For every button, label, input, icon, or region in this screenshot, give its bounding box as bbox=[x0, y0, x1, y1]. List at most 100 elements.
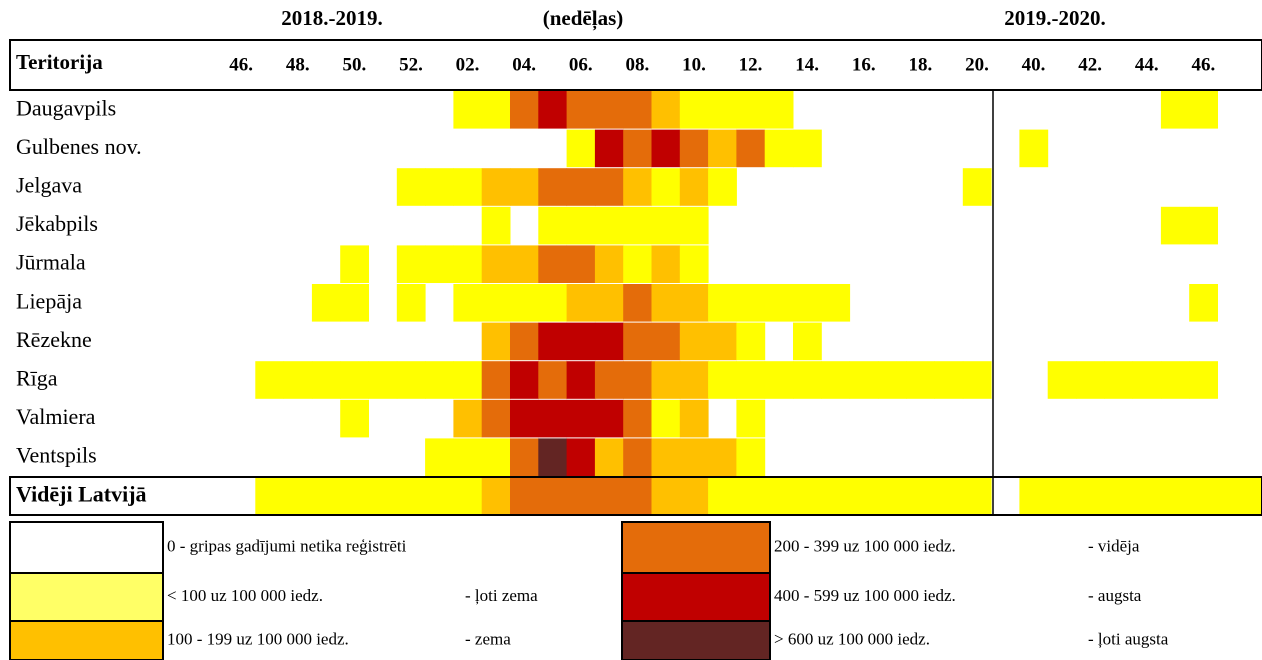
legend-range: 200 - 399 uz 100 000 iedz. bbox=[774, 536, 956, 555]
cell bbox=[340, 361, 369, 399]
cell bbox=[566, 129, 596, 168]
cell bbox=[510, 477, 539, 515]
cell bbox=[679, 245, 709, 283]
cell bbox=[651, 91, 681, 129]
cell bbox=[679, 438, 709, 476]
week-label: 10. bbox=[682, 54, 706, 75]
cell bbox=[651, 168, 681, 206]
week-label: 12. bbox=[739, 54, 763, 75]
cell bbox=[481, 206, 511, 245]
cell bbox=[311, 361, 341, 399]
cell bbox=[566, 245, 596, 283]
cell bbox=[594, 206, 624, 245]
cell bbox=[1189, 91, 1218, 129]
cell bbox=[1189, 477, 1218, 515]
cell bbox=[283, 477, 313, 515]
legend-range: > 600 uz 100 000 iedz. bbox=[774, 629, 930, 648]
cell bbox=[481, 168, 511, 206]
legend-swatch bbox=[9, 620, 164, 660]
legend-range: 400 - 599 uz 100 000 iedz. bbox=[774, 586, 956, 605]
cell bbox=[368, 361, 398, 399]
cell bbox=[453, 91, 483, 129]
cell bbox=[651, 129, 681, 168]
cell bbox=[764, 129, 794, 168]
cell bbox=[538, 91, 568, 129]
cell bbox=[594, 284, 624, 322]
cell bbox=[623, 129, 652, 168]
cell bbox=[481, 284, 511, 322]
cell bbox=[651, 438, 681, 476]
cell bbox=[1189, 284, 1218, 322]
cell bbox=[396, 284, 426, 322]
cell bbox=[538, 399, 568, 438]
cell bbox=[255, 477, 285, 515]
cell bbox=[566, 361, 596, 399]
cell bbox=[594, 322, 624, 361]
cell bbox=[1245, 477, 1262, 515]
cell bbox=[708, 129, 737, 168]
cell bbox=[736, 284, 766, 322]
cell bbox=[510, 91, 539, 129]
cell bbox=[962, 361, 992, 399]
cell bbox=[651, 284, 681, 322]
cell bbox=[736, 361, 766, 399]
legend-range: 100 - 199 uz 100 000 iedz. bbox=[167, 629, 349, 648]
cell bbox=[340, 245, 369, 283]
cell bbox=[396, 477, 426, 515]
legend-swatch bbox=[621, 521, 771, 574]
cell bbox=[425, 477, 454, 515]
cell bbox=[962, 477, 992, 515]
week-label: 04. bbox=[512, 54, 536, 75]
cell bbox=[566, 91, 596, 129]
cell bbox=[1019, 129, 1049, 168]
cell bbox=[906, 361, 935, 399]
cell bbox=[793, 129, 822, 168]
cell bbox=[425, 168, 454, 206]
cell bbox=[594, 245, 624, 283]
cell bbox=[679, 322, 709, 361]
cell bbox=[481, 438, 511, 476]
cell bbox=[566, 438, 596, 476]
cell bbox=[849, 361, 879, 399]
cell bbox=[623, 322, 652, 361]
cell bbox=[764, 91, 794, 129]
cell bbox=[340, 477, 369, 515]
week-label: 48. bbox=[286, 54, 310, 75]
cell bbox=[453, 399, 483, 438]
week-label: 52. bbox=[399, 54, 423, 75]
column-header: Teritorija bbox=[16, 50, 103, 74]
week-label: 40. bbox=[1022, 54, 1046, 75]
week-label: 08. bbox=[625, 54, 649, 75]
week-label: 06. bbox=[569, 54, 593, 75]
cell bbox=[453, 361, 483, 399]
week-label: 44. bbox=[1135, 54, 1159, 75]
season-2: 2019.-2020. bbox=[1004, 6, 1106, 30]
legend-swatch bbox=[621, 572, 771, 622]
cell bbox=[481, 322, 511, 361]
cell bbox=[1189, 361, 1218, 399]
cell bbox=[594, 361, 624, 399]
cell bbox=[1047, 361, 1077, 399]
cell bbox=[453, 438, 483, 476]
cell bbox=[1160, 477, 1190, 515]
cell bbox=[425, 361, 454, 399]
cell bbox=[510, 399, 539, 438]
cell bbox=[623, 206, 652, 245]
cell bbox=[623, 477, 652, 515]
cell bbox=[1019, 477, 1049, 515]
summary-label: Vidēji Latvijā bbox=[16, 481, 147, 506]
cell bbox=[679, 206, 709, 245]
cell bbox=[311, 477, 341, 515]
cell bbox=[877, 361, 907, 399]
cell bbox=[538, 206, 568, 245]
weeks-label: (nedēļas) bbox=[543, 6, 624, 31]
summary-box bbox=[9, 476, 1262, 516]
row-label: Daugavpils bbox=[16, 95, 116, 120]
cell bbox=[736, 477, 766, 515]
header-box bbox=[9, 39, 1262, 91]
cell bbox=[793, 284, 822, 322]
cell bbox=[623, 168, 652, 206]
cell bbox=[453, 284, 483, 322]
cell bbox=[481, 477, 511, 515]
